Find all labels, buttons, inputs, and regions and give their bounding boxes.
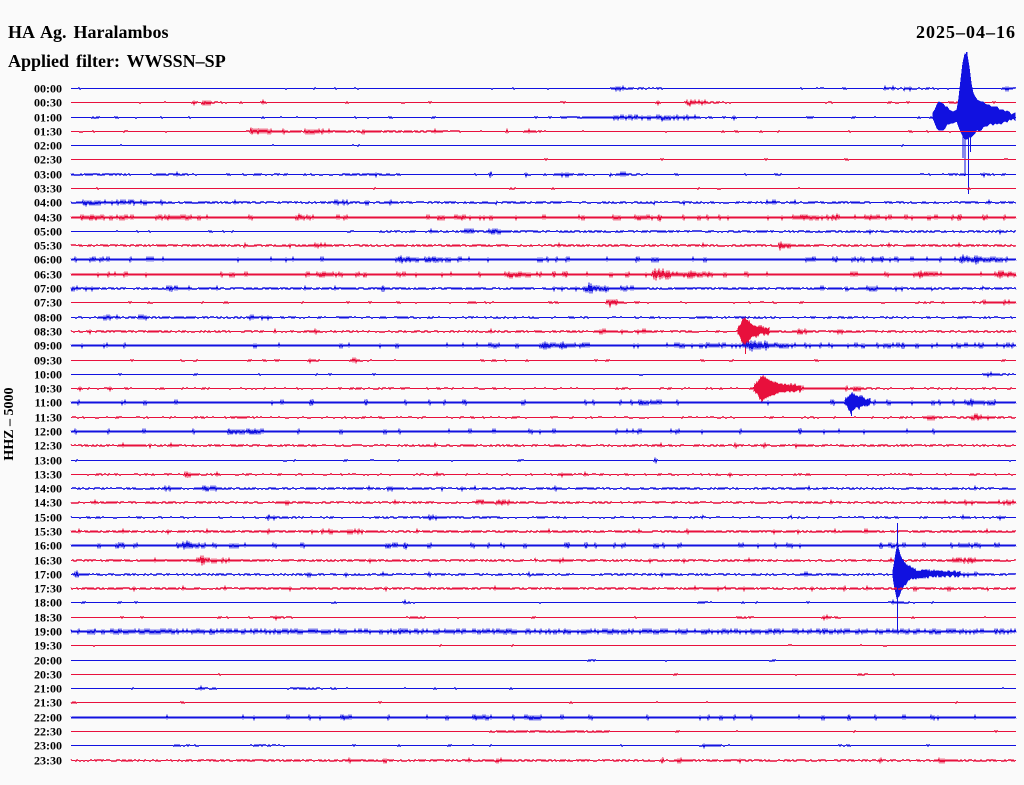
svg-text:05:30: 05:30 [34, 239, 62, 253]
svg-text:00:00: 00:00 [34, 82, 62, 96]
svg-text:21:00: 21:00 [34, 682, 62, 696]
svg-text:HHZ – 5000: HHZ – 5000 [2, 387, 17, 460]
svg-text:21:30: 21:30 [34, 696, 62, 710]
svg-text:12:00: 12:00 [34, 425, 62, 439]
svg-text:13:30: 13:30 [34, 468, 62, 482]
svg-text:04:30: 04:30 [34, 211, 62, 225]
svg-text:11:30: 11:30 [35, 411, 62, 425]
svg-text:03:30: 03:30 [34, 182, 62, 196]
svg-text:06:30: 06:30 [34, 268, 62, 282]
svg-text:00:30: 00:30 [34, 96, 62, 110]
svg-text:20:00: 20:00 [34, 654, 62, 668]
svg-text:22:30: 22:30 [34, 725, 62, 739]
svg-text:12:30: 12:30 [34, 439, 62, 453]
svg-text:19:30: 19:30 [34, 639, 62, 653]
svg-text:23:00: 23:00 [34, 739, 62, 753]
svg-text:10:30: 10:30 [34, 382, 62, 396]
svg-text:16:30: 16:30 [34, 554, 62, 568]
svg-text:01:00: 01:00 [34, 111, 62, 125]
svg-text:11:00: 11:00 [35, 396, 62, 410]
svg-text:10:00: 10:00 [34, 368, 62, 382]
svg-text:18:00: 18:00 [34, 596, 62, 610]
svg-text:23:30: 23:30 [34, 754, 62, 768]
svg-text:15:00: 15:00 [34, 511, 62, 525]
svg-text:06:00: 06:00 [34, 253, 62, 267]
svg-text:08:30: 08:30 [34, 325, 62, 339]
svg-text:18:30: 18:30 [34, 611, 62, 625]
svg-text:02:00: 02:00 [34, 139, 62, 153]
svg-text:20:30: 20:30 [34, 668, 62, 682]
svg-text:Applied filter: WWSSN–SP: Applied filter: WWSSN–SP [8, 51, 226, 71]
svg-text:14:00: 14:00 [34, 482, 62, 496]
svg-text:15:30: 15:30 [34, 525, 62, 539]
svg-text:14:30: 14:30 [34, 496, 62, 510]
svg-text:22:00: 22:00 [34, 711, 62, 725]
svg-text:17:00: 17:00 [34, 568, 62, 582]
svg-text:2025–04–16: 2025–04–16 [916, 22, 1016, 42]
svg-text:02:30: 02:30 [34, 153, 62, 167]
svg-text:09:30: 09:30 [34, 354, 62, 368]
svg-text:13:00: 13:00 [34, 454, 62, 468]
svg-text:09:00: 09:00 [34, 339, 62, 353]
svg-text:05:00: 05:00 [34, 225, 62, 239]
svg-text:19:00: 19:00 [34, 625, 62, 639]
svg-text:07:30: 07:30 [34, 296, 62, 310]
svg-text:04:00: 04:00 [34, 196, 62, 210]
svg-text:01:30: 01:30 [34, 125, 62, 139]
svg-text:07:00: 07:00 [34, 282, 62, 296]
svg-text:HA Ag. Haralambos: HA Ag. Haralambos [8, 22, 169, 42]
svg-text:17:30: 17:30 [34, 582, 62, 596]
svg-text:16:00: 16:00 [34, 539, 62, 553]
svg-text:03:00: 03:00 [34, 168, 62, 182]
svg-text:08:00: 08:00 [34, 311, 62, 325]
